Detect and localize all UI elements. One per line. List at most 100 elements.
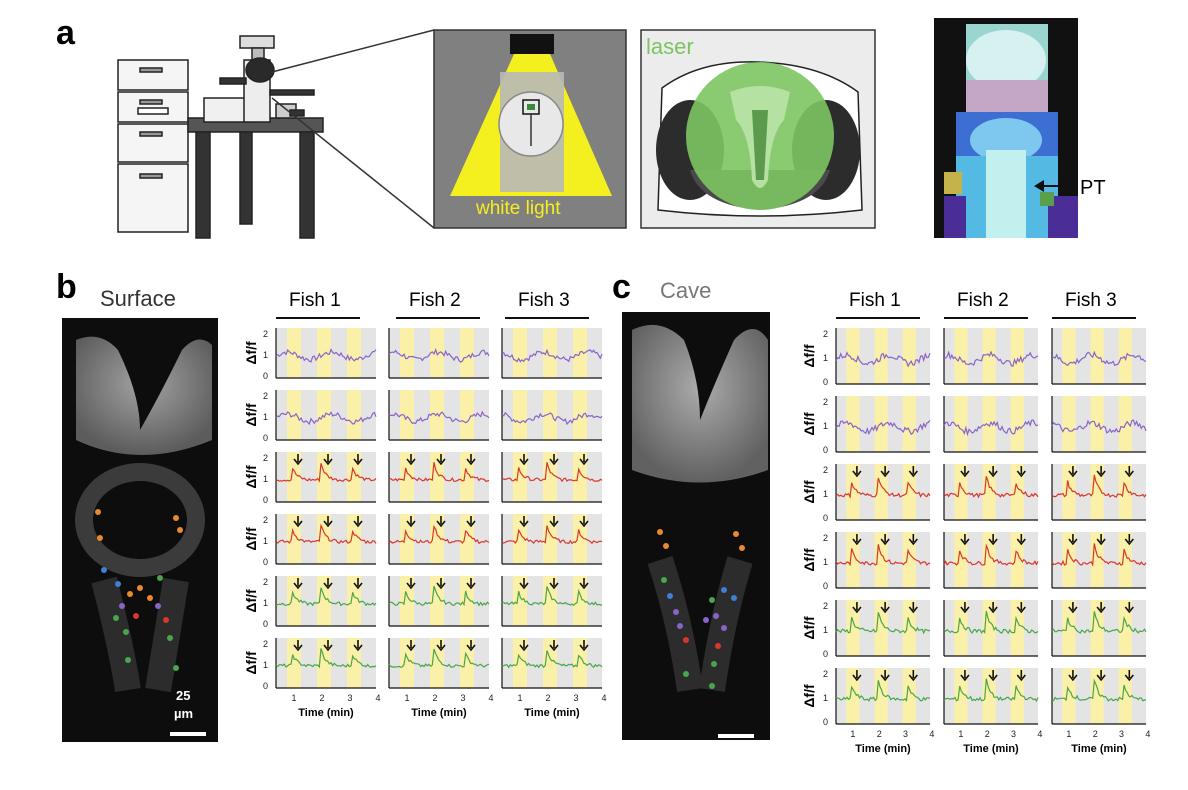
y-tick-label: 1	[823, 489, 828, 499]
neuron-dot	[731, 595, 737, 601]
y-tick-label: 2	[263, 453, 268, 463]
x-tick-label: 1	[291, 693, 296, 703]
trace-grid-cave: Δf/f 0 1 2 Δf/f 0 1 2 Δf/f 0 1 2 Δf/f 0 1 2 Δf/f 0 1 2 Δf/f 0…	[801, 328, 1150, 755]
response-arrow	[353, 454, 363, 466]
panel-letter-b: b	[56, 268, 77, 306]
neuron-dot	[173, 665, 179, 671]
response-arrow	[1016, 466, 1026, 478]
laser-setup-diagram: laser	[640, 29, 876, 229]
response-arrow	[323, 454, 333, 466]
scale-bar-cave	[718, 734, 754, 738]
fish-header-c3: Fish 3	[1065, 290, 1117, 311]
neuron-dot	[739, 545, 745, 551]
panel-letter-a: a	[56, 14, 76, 52]
response-arrow	[466, 578, 476, 590]
condition-label-surface: Surface	[100, 286, 176, 311]
response-arrow	[466, 640, 476, 652]
fish-header-c2: Fish 2	[957, 290, 1009, 311]
response-arrow	[880, 534, 890, 546]
stimulus-band	[1010, 396, 1024, 452]
trace-panel-b-r3-c3	[501, 452, 603, 503]
y-tick-label: 1	[263, 536, 268, 546]
x-tick-label: 4	[929, 729, 934, 739]
stimulus-band	[902, 668, 916, 724]
trace-panel-c-r5-c1: 0 1 2	[823, 600, 931, 659]
laser-label: laser	[646, 34, 694, 59]
stimulus-band	[1118, 668, 1132, 724]
response-arrow	[436, 516, 446, 528]
neuron-dot	[721, 587, 727, 593]
stimulus-band	[543, 328, 557, 378]
neuron-dot	[123, 629, 129, 635]
stimulus-band	[1090, 328, 1104, 384]
response-arrow	[852, 602, 862, 614]
response-arrow	[519, 516, 529, 528]
stimulus-band	[982, 396, 996, 452]
response-arrow	[1068, 670, 1078, 682]
y-tick-label: 1	[263, 412, 268, 422]
stimulus-band	[954, 396, 968, 452]
cave-neuron-dots	[657, 529, 745, 689]
df-f-trace	[943, 350, 1039, 367]
x-axis-label: Time (min)	[963, 743, 1019, 755]
neuron-dot	[147, 595, 153, 601]
neuron-dot	[163, 617, 169, 623]
trace-panel-c-r6-c2: 1 2 3 4 Time (min)	[943, 668, 1042, 755]
stimulus-band	[347, 328, 361, 378]
stimulus-band	[902, 600, 916, 656]
y-axis-label: Δf/f	[243, 341, 259, 365]
response-arrow	[436, 640, 446, 652]
response-arrow	[1068, 466, 1078, 478]
neuron-dot	[683, 637, 689, 643]
y-tick-label: 1	[823, 557, 828, 567]
y-tick-label: 0	[263, 619, 268, 629]
response-arrow	[1096, 466, 1106, 478]
y-axis-label: Δf/f	[801, 412, 817, 436]
response-arrow	[988, 602, 998, 614]
df-f-trace	[388, 462, 490, 482]
stimulus-band	[1062, 396, 1076, 452]
y-tick-label: 2	[823, 329, 828, 339]
y-tick-label: 2	[263, 515, 268, 525]
y-axis-label: Δf/f	[801, 548, 817, 572]
y-tick-label: 2	[823, 465, 828, 475]
y-tick-label: 2	[823, 601, 828, 611]
panel-letter-c: c	[612, 268, 631, 306]
stimulus-band	[1062, 668, 1076, 724]
df-f-trace	[836, 680, 931, 702]
df-f-trace	[275, 648, 377, 669]
y-tick-label: 0	[823, 377, 828, 387]
df-f-trace	[501, 348, 603, 363]
df-f-trace	[501, 586, 603, 607]
trace-panel-c-r3-c2	[943, 464, 1039, 521]
neuron-dot	[157, 575, 163, 581]
df-f-trace	[1051, 419, 1147, 434]
trace-grids: Δf/f012Δf/f012Δf/f012Δf/f012Δf/f012Δf/f0…	[243, 328, 1150, 755]
x-tick-label: 2	[877, 729, 882, 739]
fish-header-b2: Fish 2	[409, 290, 461, 311]
response-arrow	[1068, 602, 1078, 614]
stimulus-band	[846, 600, 860, 656]
y-tick-label: 2	[823, 669, 828, 679]
stimulus-band	[1118, 600, 1132, 656]
x-axis-label: Time (min)	[855, 743, 911, 755]
stimulus-band	[846, 532, 860, 588]
df-f-trace	[388, 410, 490, 425]
df-f-trace	[275, 523, 377, 545]
stimulus-band	[954, 532, 968, 588]
neuron-dot	[721, 625, 727, 631]
response-arrow	[852, 466, 862, 478]
response-arrow	[353, 516, 363, 528]
brain-atlas-image: PT	[934, 18, 1106, 238]
response-arrow	[579, 640, 589, 652]
trace-panel-c-r1-c3	[1051, 328, 1147, 385]
stimulus-band	[846, 396, 860, 452]
stimulus-band	[902, 328, 916, 384]
df-f-trace	[943, 543, 1039, 566]
micrograph-cave	[622, 312, 770, 740]
response-arrow	[1124, 602, 1134, 614]
stimulus-band	[874, 464, 888, 520]
neuron-dot	[119, 603, 125, 609]
stimulus-band	[460, 390, 474, 440]
y-tick-label: 0	[263, 557, 268, 567]
